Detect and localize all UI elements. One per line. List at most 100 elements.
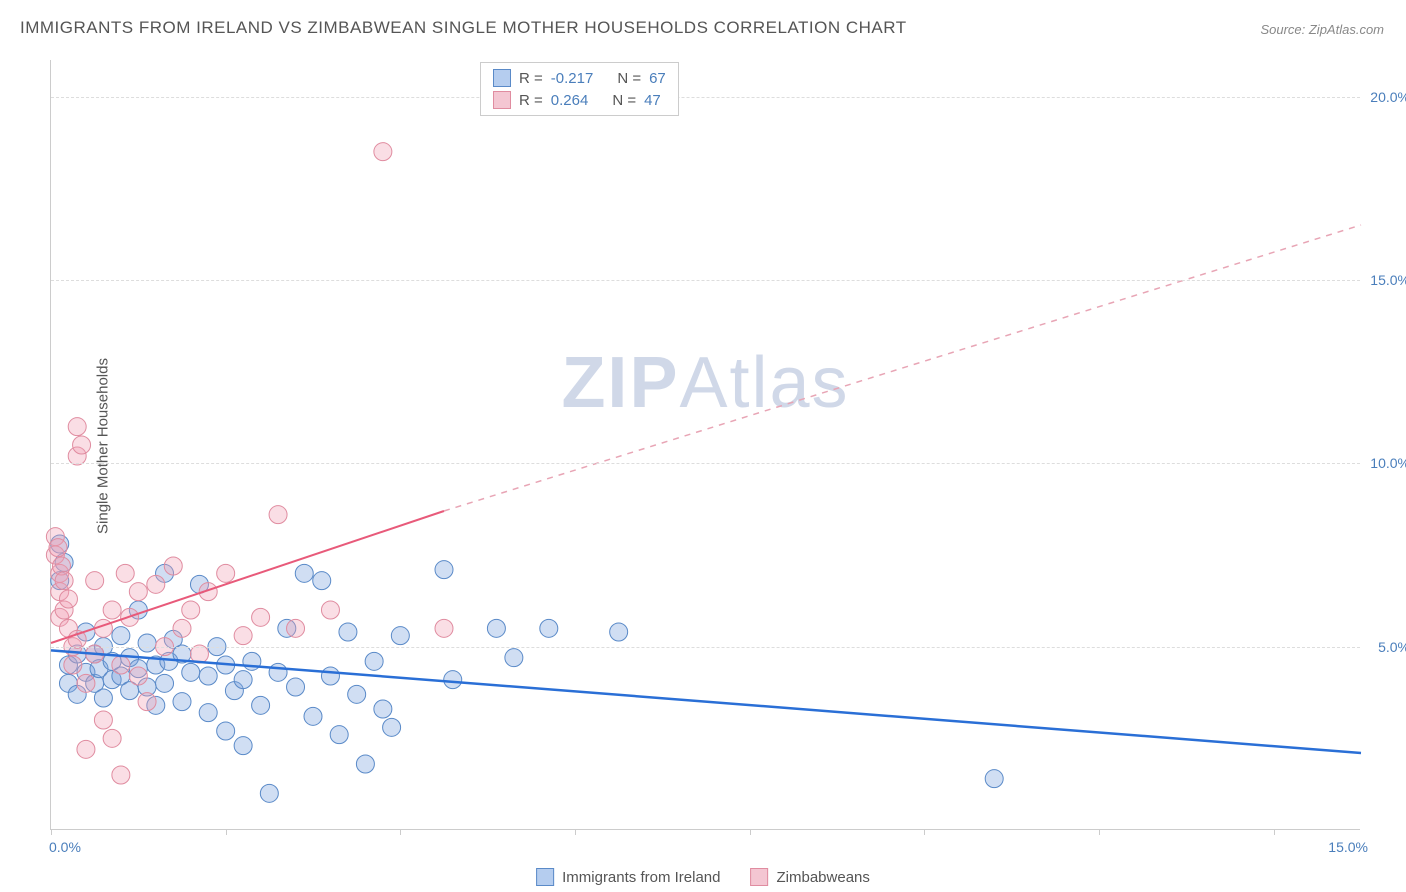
y-tick-label: 10.0% (1365, 455, 1406, 471)
data-point (435, 619, 453, 637)
data-point (217, 564, 235, 582)
data-point (505, 649, 523, 667)
data-point (94, 689, 112, 707)
x-tick (1099, 829, 1100, 835)
legend-label-ireland: Immigrants from Ireland (562, 869, 720, 886)
data-point (269, 663, 287, 681)
data-point (348, 685, 366, 703)
data-point (112, 766, 130, 784)
data-point (129, 667, 147, 685)
data-point (217, 722, 235, 740)
swatch-ireland (493, 69, 511, 87)
data-point (173, 619, 191, 637)
data-point (116, 564, 134, 582)
swatch-zimbabwe (493, 91, 511, 109)
grid-line (51, 463, 1360, 464)
data-point (287, 619, 305, 637)
data-point (182, 663, 200, 681)
data-point (391, 627, 409, 645)
data-point (321, 667, 339, 685)
data-point (49, 539, 67, 557)
data-point (321, 601, 339, 619)
data-point (487, 619, 505, 637)
data-point (304, 707, 322, 725)
legend-item-zimbabwe: Zimbabweans (751, 868, 870, 886)
grid-line (51, 647, 1360, 648)
data-point (374, 143, 392, 161)
data-point (86, 572, 104, 590)
x-tick (575, 829, 576, 835)
r-value-1: 0.264 (551, 92, 589, 109)
y-tick-label: 20.0% (1365, 89, 1406, 105)
data-point (147, 575, 165, 593)
data-point (55, 572, 73, 590)
n-value-1: 47 (644, 92, 661, 109)
legend-swatch-zimbabwe (751, 868, 769, 886)
data-point (985, 770, 1003, 788)
data-point (73, 436, 91, 454)
legend-label-zimbabwe: Zimbabweans (777, 869, 870, 886)
data-point (103, 729, 121, 747)
chart-title: IMMIGRANTS FROM IRELAND VS ZIMBABWEAN SI… (20, 18, 907, 38)
n-value-0: 67 (649, 70, 666, 87)
bottom-legend: Immigrants from Ireland Zimbabweans (536, 868, 870, 886)
x-label-left: 0.0% (49, 839, 81, 855)
y-tick-label: 5.0% (1365, 639, 1406, 655)
data-point (234, 737, 252, 755)
x-tick (750, 829, 751, 835)
data-point (356, 755, 374, 773)
data-point (313, 572, 331, 590)
x-tick (924, 829, 925, 835)
plot-area: ZIPAtlas 5.0%10.0%15.0%20.0%0.0%15.0% (50, 60, 1360, 830)
stats-legend-box: R = -0.217 N = 67 R = 0.264 N = 47 (480, 62, 679, 116)
data-point (374, 700, 392, 718)
grid-line (51, 97, 1360, 98)
legend-swatch-ireland (536, 868, 554, 886)
x-label-right: 15.0% (1328, 839, 1368, 855)
data-point (269, 506, 287, 524)
stats-row-0: R = -0.217 N = 67 (493, 67, 666, 89)
y-tick-label: 15.0% (1365, 272, 1406, 288)
data-point (138, 634, 156, 652)
data-point (94, 711, 112, 729)
data-point (435, 561, 453, 579)
data-point (287, 678, 305, 696)
x-tick (1274, 829, 1275, 835)
source-attribution: Source: ZipAtlas.com (1260, 22, 1384, 37)
r-label-1: R = (519, 92, 543, 109)
data-point (252, 608, 270, 626)
r-value-0: -0.217 (551, 70, 594, 87)
data-point (103, 601, 121, 619)
data-point (59, 590, 77, 608)
data-point (339, 623, 357, 641)
data-point (365, 652, 383, 670)
grid-line (51, 280, 1360, 281)
data-point (112, 656, 130, 674)
data-point (112, 627, 130, 645)
data-point (260, 784, 278, 802)
r-label-0: R = (519, 70, 543, 87)
data-point (610, 623, 628, 641)
trend-line-zimbabwe-solid (51, 511, 444, 643)
n-label-1: N = (612, 92, 636, 109)
data-point (234, 627, 252, 645)
data-point (138, 693, 156, 711)
trend-line-zimbabwe-dashed (444, 225, 1361, 511)
stats-row-1: R = 0.264 N = 47 (493, 89, 666, 111)
data-point (164, 557, 182, 575)
data-point (295, 564, 313, 582)
x-tick (400, 829, 401, 835)
data-point (64, 656, 82, 674)
data-point (77, 674, 95, 692)
data-point (383, 718, 401, 736)
data-point (330, 726, 348, 744)
data-point (156, 674, 174, 692)
data-point (444, 671, 462, 689)
data-point (234, 671, 252, 689)
data-point (540, 619, 558, 637)
data-point (68, 418, 86, 436)
legend-item-ireland: Immigrants from Ireland (536, 868, 720, 886)
data-point (77, 740, 95, 758)
data-point (252, 696, 270, 714)
data-point (182, 601, 200, 619)
